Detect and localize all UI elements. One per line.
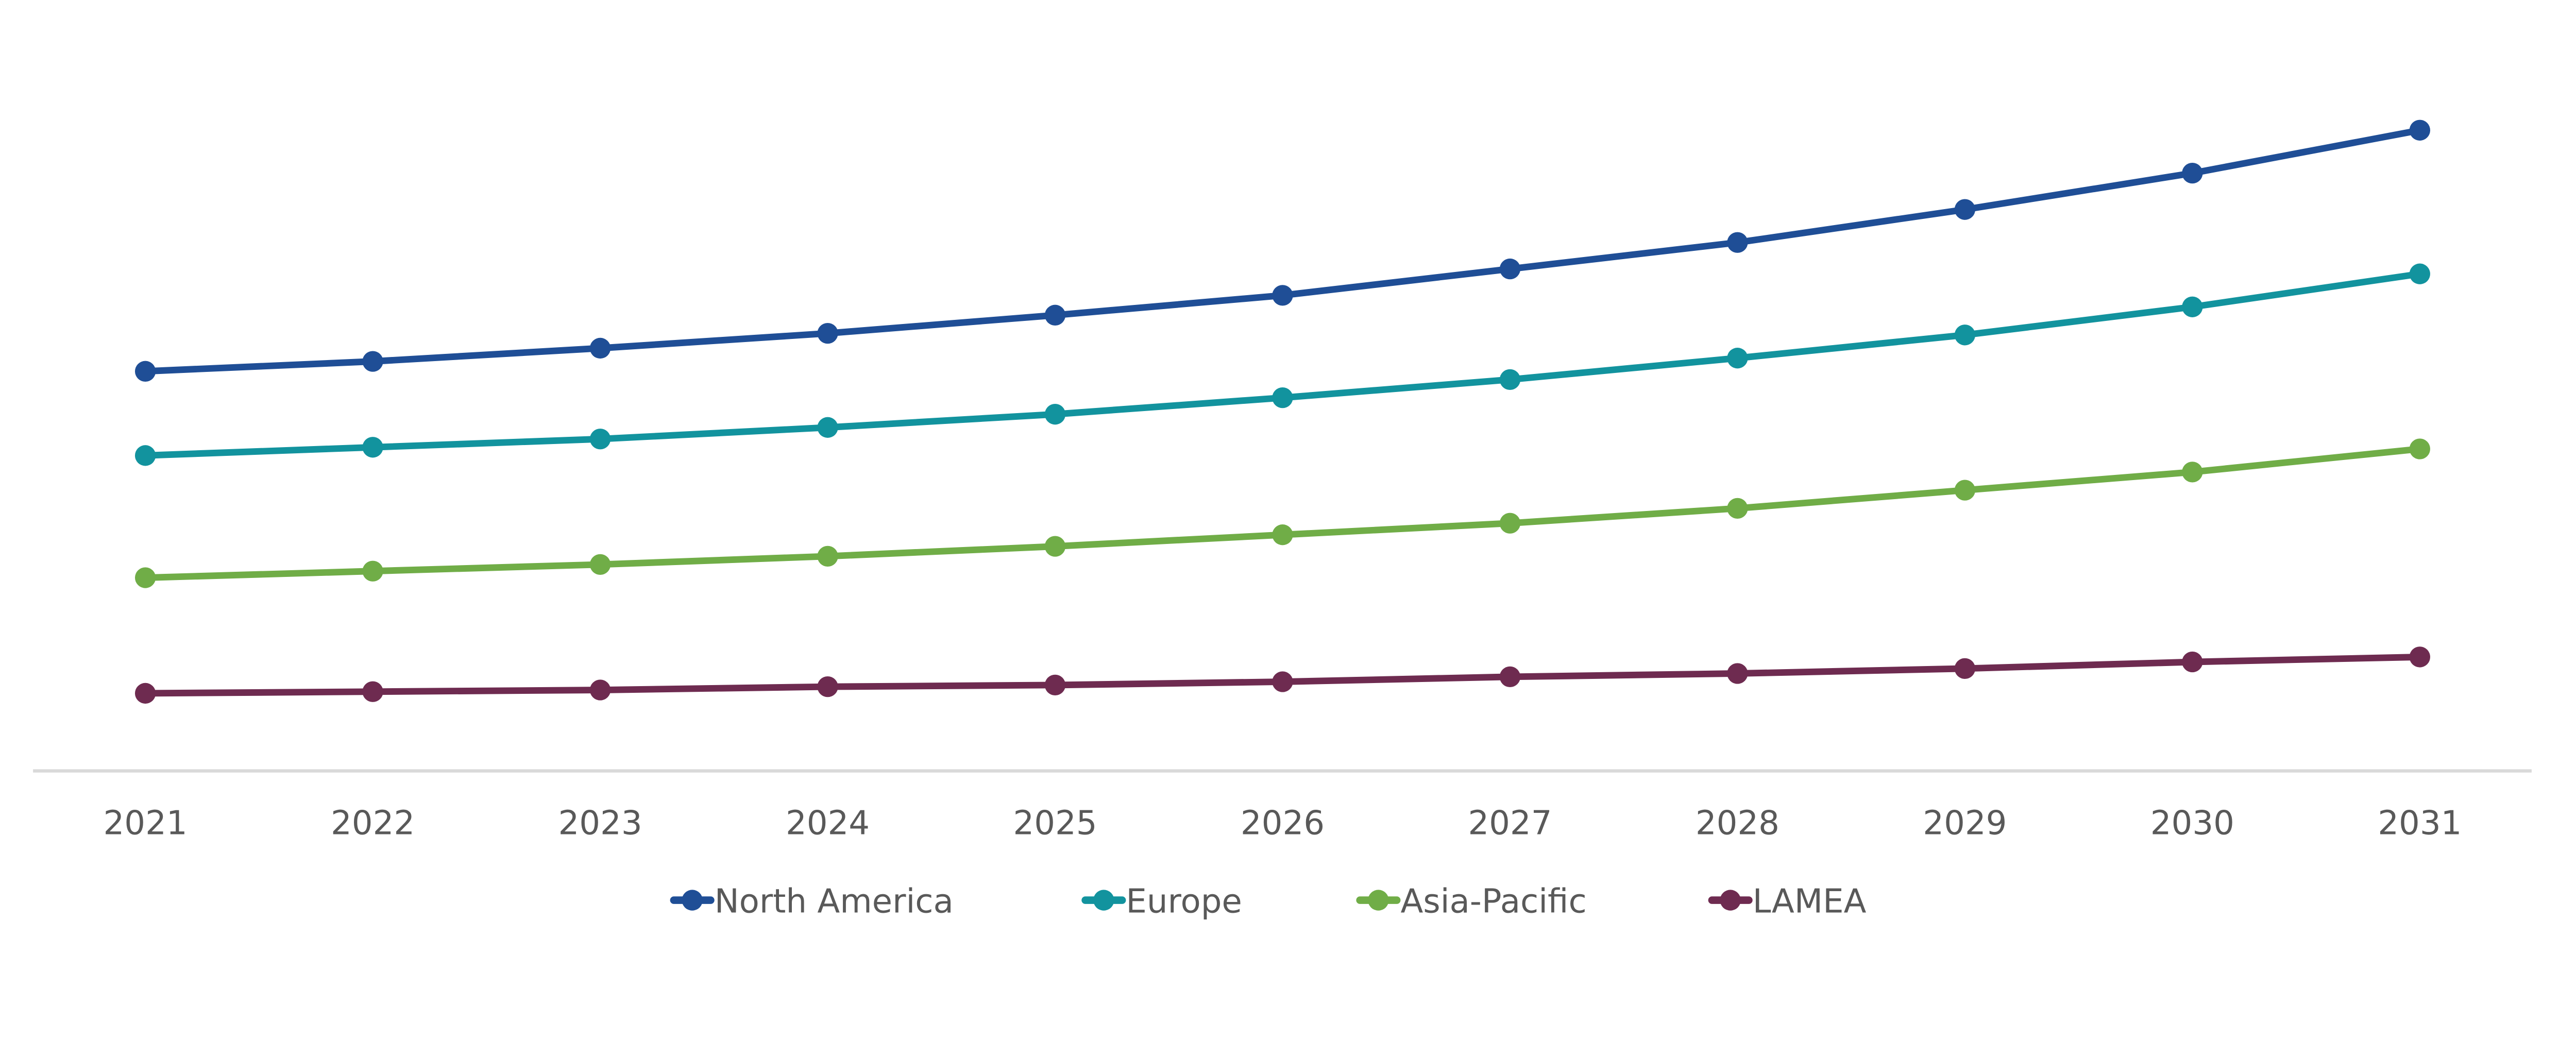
x-tick-label: 2023 bbox=[558, 804, 642, 842]
data-point bbox=[589, 679, 611, 701]
legend-item: Europe bbox=[1081, 882, 1242, 920]
data-point bbox=[1499, 666, 1521, 688]
data-point bbox=[1044, 674, 1066, 696]
data-point bbox=[2182, 162, 2203, 184]
data-point bbox=[2409, 120, 2430, 141]
data-point bbox=[1044, 404, 1066, 425]
data-point bbox=[2182, 462, 2203, 483]
x-tick-label: 2028 bbox=[1696, 804, 1780, 842]
data-point bbox=[134, 567, 156, 588]
data-point bbox=[589, 554, 611, 575]
data-point bbox=[1272, 387, 1293, 408]
data-point bbox=[362, 437, 383, 458]
series-line bbox=[145, 446, 2420, 581]
data-point bbox=[134, 361, 156, 382]
line-chart: 2021 2022 2023 2024 2025 2026 2027 2028 2029 2030… bbox=[33, 120, 2532, 920]
data-point bbox=[1954, 325, 1976, 346]
data-point bbox=[817, 676, 838, 697]
x-tick-label: 2027 bbox=[1468, 804, 1552, 842]
x-tick-label: 2022 bbox=[331, 804, 415, 842]
data-point bbox=[1954, 199, 1976, 220]
x-tick-label: 2021 bbox=[104, 804, 188, 842]
data-point bbox=[134, 445, 156, 466]
data-point bbox=[1272, 671, 1293, 692]
series-north-america bbox=[134, 120, 2430, 382]
legend-item: Asia-Pacific bbox=[1356, 882, 1587, 920]
data-point bbox=[1499, 369, 1521, 390]
series-europe bbox=[134, 263, 2430, 466]
data-point bbox=[1499, 258, 1521, 280]
x-tick-label: 2030 bbox=[2150, 804, 2234, 842]
series-lamea bbox=[134, 646, 2430, 704]
data-point bbox=[1954, 480, 1976, 501]
series-asia-pacific bbox=[134, 438, 2430, 588]
legend-label: Asia-Pacific bbox=[1400, 882, 1586, 920]
data-point bbox=[1272, 285, 1293, 306]
data-point bbox=[1727, 232, 1748, 253]
data-point bbox=[134, 683, 156, 704]
data-point bbox=[1727, 348, 1748, 369]
data-point bbox=[817, 322, 838, 344]
data-point bbox=[589, 429, 611, 450]
data-point bbox=[2182, 296, 2203, 317]
x-tick-label: 2026 bbox=[1241, 804, 1325, 842]
legend-item: North America bbox=[670, 882, 954, 920]
data-point bbox=[1727, 663, 1748, 684]
legend-label: LAMEA bbox=[1753, 882, 1867, 920]
data-point bbox=[362, 560, 383, 582]
legend-label: North America bbox=[715, 882, 954, 920]
data-point bbox=[2409, 263, 2430, 284]
data-point bbox=[1954, 658, 1976, 679]
x-tick-label: 2029 bbox=[1923, 804, 2007, 842]
data-point bbox=[589, 337, 611, 359]
data-point bbox=[362, 681, 383, 702]
legend-marker-icon bbox=[1720, 890, 1741, 911]
data-point bbox=[1272, 524, 1293, 545]
data-point bbox=[2409, 646, 2430, 668]
series-line bbox=[145, 127, 2421, 375]
legend-item: LAMEA bbox=[1708, 882, 1867, 920]
legend-marker-icon bbox=[682, 890, 703, 911]
data-point bbox=[2182, 651, 2203, 673]
x-tick-label: 2031 bbox=[2378, 804, 2462, 842]
legend-marker-icon bbox=[1368, 890, 1389, 911]
data-point bbox=[817, 417, 838, 438]
x-tick-label: 2025 bbox=[1013, 804, 1097, 842]
x-tick-label: 2024 bbox=[786, 804, 870, 842]
legend-label: Europe bbox=[1126, 882, 1242, 920]
data-point bbox=[817, 545, 838, 567]
data-point bbox=[1044, 536, 1066, 557]
legend-marker-icon bbox=[1093, 890, 1114, 911]
data-point bbox=[362, 351, 383, 372]
data-point bbox=[1499, 513, 1521, 534]
data-point bbox=[1044, 304, 1066, 326]
data-point bbox=[2409, 438, 2430, 459]
data-point bbox=[1727, 498, 1748, 519]
